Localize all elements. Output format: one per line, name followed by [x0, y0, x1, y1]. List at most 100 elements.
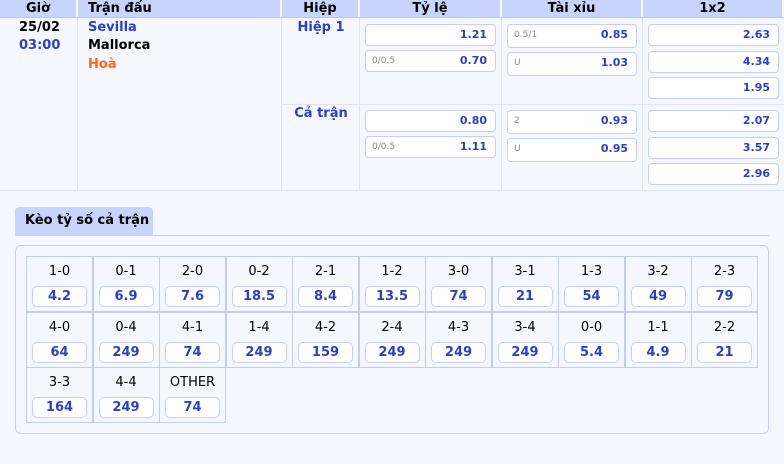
tab-correct-score[interactable]: Kèo tỷ số cả trận [15, 207, 153, 235]
handicap-odds-button[interactable]: 1.21 [365, 24, 496, 46]
score-odds-button[interactable]: 6.9 [98, 286, 154, 307]
correct-score-panel [15, 245, 769, 434]
score-cell: 1-1 4.9 [624, 311, 692, 368]
score-cell: 1-2 13.5 [358, 256, 426, 312]
overunder-odds-button[interactable]: U 1.03 [507, 52, 637, 76]
score-odds-button[interactable]: 18.5 [231, 286, 287, 307]
odds-value: 1.95 [742, 81, 770, 94]
score-label: 4-0 [48, 319, 71, 335]
odds-value: 1.21 [459, 28, 487, 41]
odds-value: 2.07 [742, 114, 770, 127]
score-label: 3-0 [447, 264, 470, 279]
score-cell: 0-1 6.9 [92, 256, 160, 312]
score-label: 4-4 [115, 375, 137, 390]
overunder-odds-button[interactable]: 2 0.93 [507, 110, 637, 134]
score-cell: 2-1 8.4 [292, 256, 359, 312]
score-odds-button[interactable]: 8.4 [298, 286, 353, 307]
x12-odds-button[interactable]: 3.57 [648, 136, 779, 159]
score-label: 1-2 [381, 264, 403, 279]
x12-odds-button[interactable]: 4.34 [648, 50, 779, 73]
score-odds-button[interactable]: 4.9 [630, 341, 686, 363]
score-label: 3-1 [514, 264, 536, 279]
score-odds-button[interactable]: 249 [364, 341, 420, 363]
odds-value: 1.11 [459, 140, 487, 153]
away-team[interactable]: Mallorca [88, 38, 151, 53]
score-cell: 0-2 18.5 [225, 256, 293, 312]
odds-value: 0.85 [600, 28, 628, 41]
period-label: Hiệp 1 [297, 20, 345, 35]
score-label: 4-2 [314, 319, 337, 335]
handicap-odds-button[interactable]: 0.80 [365, 110, 496, 132]
x12-odds-button[interactable]: 2.63 [648, 24, 779, 46]
score-label: 0-1 [115, 264, 137, 279]
score-cell: 3-1 21 [491, 256, 559, 312]
col-half: Hiệp [282, 0, 360, 17]
col-match: Trận đấu [78, 0, 282, 17]
match-row [0, 18, 784, 191]
score-odds-button[interactable]: 249 [431, 341, 486, 363]
score-label: 0-0 [580, 319, 603, 335]
score-odds-button[interactable]: 79 [697, 286, 752, 307]
score-cell: 3-2 49 [624, 256, 692, 312]
home-team[interactable]: Sevilla [88, 20, 137, 35]
score-odds-button[interactable]: 74 [431, 286, 486, 307]
odds-value: 0.80 [459, 114, 487, 127]
odds-value: 1.03 [600, 56, 628, 69]
score-label: 1-3 [580, 264, 603, 279]
col-time: Giờ [0, 0, 78, 17]
score-label: 1-1 [647, 319, 669, 335]
col-handicap: Tỷ lệ [360, 0, 502, 17]
score-odds-button[interactable]: 5.4 [564, 341, 619, 363]
score-odds-button[interactable]: 164 [32, 397, 87, 418]
overunder-odds-button[interactable]: U 0.95 [507, 138, 637, 162]
match-date: 25/02 [19, 20, 60, 35]
period-label: Cả trận [294, 106, 348, 121]
draw-label: Hoà [88, 57, 117, 72]
score-label: 2-1 [314, 264, 337, 279]
score-odds-button[interactable]: 49 [630, 286, 686, 307]
score-odds-button[interactable]: 54 [564, 286, 619, 307]
x12-odds-button[interactable]: 2.96 [648, 163, 779, 185]
handicap-odds-button[interactable]: 0/0.5 0.70 [365, 50, 496, 72]
score-cell: 4-2 159 [292, 311, 359, 368]
x12-odds-button[interactable]: 2.07 [648, 110, 779, 132]
score-odds-button[interactable]: 4.2 [32, 286, 87, 307]
score-cell: 0-4 249 [92, 311, 160, 368]
odds-value: 3.57 [742, 140, 770, 154]
score-label: 2-2 [713, 319, 736, 335]
score-odds-button[interactable]: 13.5 [364, 286, 420, 307]
score-odds-button[interactable]: 74 [165, 397, 220, 418]
score-odds-button[interactable]: 249 [231, 341, 287, 363]
overunder-odds-button[interactable]: 0.5/1 0.85 [507, 24, 637, 48]
score-label: 1-4 [248, 319, 270, 335]
handicap-line: 0/0.5 [372, 56, 396, 66]
score-odds-button[interactable]: 21 [697, 341, 752, 363]
handicap-odds-button[interactable]: 0/0.5 1.11 [365, 136, 496, 158]
handicap-line: 0/0.5 [372, 142, 396, 152]
score-odds-button[interactable]: 249 [98, 397, 154, 418]
score-label: 2-3 [713, 264, 736, 279]
overunder-line: U [514, 58, 521, 68]
score-odds-button[interactable]: 249 [497, 341, 553, 363]
score-odds-button[interactable]: 64 [32, 341, 87, 363]
score-cell: 0-0 5.4 [558, 311, 625, 368]
score-odds-button[interactable]: 74 [165, 341, 220, 363]
score-label: 3-4 [514, 319, 536, 335]
col-overunder: Tài xỉu [502, 0, 643, 17]
score-cell: 3-4 249 [491, 311, 559, 368]
score-odds-button[interactable]: 159 [298, 341, 353, 363]
score-cell: 1-4 249 [225, 311, 293, 368]
col-1x2: 1x2 [643, 0, 784, 17]
score-cell: 2-0 7.6 [159, 256, 226, 312]
score-odds-button[interactable]: 7.6 [165, 286, 220, 307]
table-header: Giờ Trận đấu Hiệp Tỷ lệ Tài xỉu 1x2 [0, 0, 784, 18]
score-label: 0-4 [115, 319, 137, 335]
match-time: 03:00 [19, 38, 61, 53]
score-cell: 3-0 74 [425, 256, 492, 312]
odds-value: 0.93 [600, 114, 628, 127]
score-cell: 2-2 21 [691, 311, 758, 368]
score-odds-button[interactable]: 21 [497, 286, 553, 307]
odds-value: 4.34 [742, 54, 770, 68]
x12-odds-button[interactable]: 1.95 [648, 77, 779, 99]
score-odds-button[interactable]: 249 [98, 341, 154, 363]
